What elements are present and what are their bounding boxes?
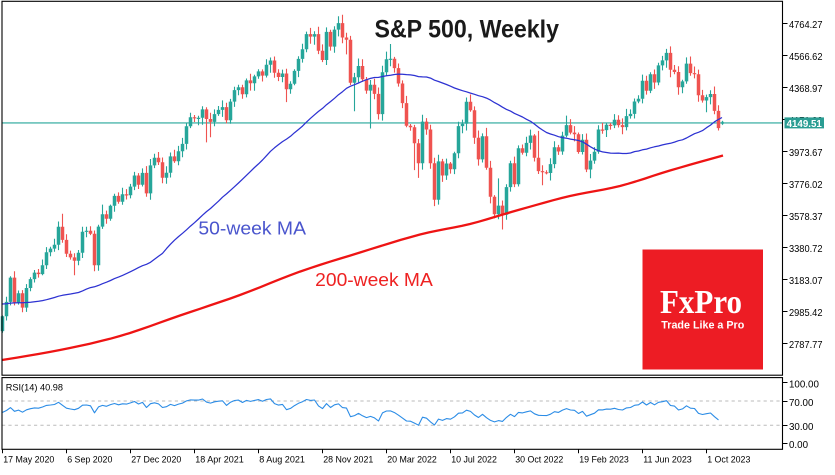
- svg-text:200-week MA: 200-week MA: [315, 270, 434, 290]
- svg-text:RSI(14) 40.98: RSI(14) 40.98: [6, 383, 63, 394]
- svg-text:100.00: 100.00: [789, 379, 819, 391]
- svg-text:20 Mar 2022: 20 Mar 2022: [387, 454, 437, 465]
- svg-text:18 Apr 2021: 18 Apr 2021: [195, 454, 244, 465]
- svg-text:4149.51: 4149.51: [787, 119, 823, 130]
- svg-text:3380.72: 3380.72: [789, 243, 823, 255]
- svg-text:S&P 500, Weekly: S&P 500, Weekly: [375, 16, 560, 44]
- svg-text:30 Oct 2022: 30 Oct 2022: [515, 454, 563, 465]
- svg-text:FxPro: FxPro: [660, 284, 742, 321]
- svg-text:4764.27: 4764.27: [789, 19, 823, 31]
- svg-text:11 Jun 2023: 11 Jun 2023: [643, 454, 692, 465]
- svg-text:3973.67: 3973.67: [789, 147, 823, 159]
- svg-text:2985.42: 2985.42: [789, 307, 823, 319]
- svg-text:28 Nov 2021: 28 Nov 2021: [323, 454, 373, 465]
- svg-text:19 Feb 2023: 19 Feb 2023: [579, 454, 629, 465]
- svg-text:0.00: 0.00: [789, 439, 808, 451]
- svg-text:2787.77: 2787.77: [789, 339, 823, 351]
- svg-text:1 Oct 2023: 1 Oct 2023: [707, 454, 750, 465]
- svg-text:6 Sep 2020: 6 Sep 2020: [67, 454, 112, 465]
- svg-text:8 Aug 2021: 8 Aug 2021: [259, 454, 305, 465]
- svg-text:27 Dec 2020: 27 Dec 2020: [131, 454, 181, 465]
- svg-text:4368.97: 4368.97: [789, 83, 823, 95]
- svg-text:50-week MA: 50-week MA: [198, 219, 307, 239]
- svg-text:3578.37: 3578.37: [789, 211, 823, 223]
- svg-text:4566.62: 4566.62: [789, 51, 823, 63]
- svg-text:17 May 2020: 17 May 2020: [3, 454, 54, 465]
- svg-text:Trade Like a Pro: Trade Like a Pro: [661, 320, 745, 332]
- svg-text:30.00: 30.00: [789, 421, 814, 433]
- svg-text:3776.02: 3776.02: [789, 179, 823, 191]
- svg-text:70.00: 70.00: [789, 397, 814, 409]
- svg-text:3183.07: 3183.07: [789, 275, 823, 287]
- svg-text:10 Jul 2022: 10 Jul 2022: [451, 454, 497, 465]
